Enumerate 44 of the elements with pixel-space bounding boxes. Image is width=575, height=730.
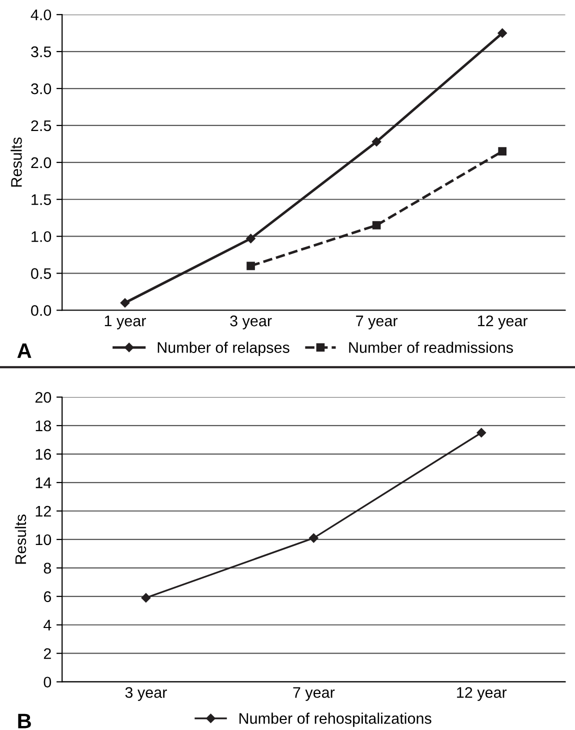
y-tick-label: 18 <box>36 420 52 432</box>
y-tick-label: 10 <box>36 534 52 546</box>
text: A <box>17 344 32 358</box>
y-tick-label: 2.0 <box>31 157 52 168</box>
y-axis-title: Results <box>10 138 22 187</box>
y-tick-label: 1.0 <box>32 231 52 242</box>
text: B <box>18 714 31 728</box>
legend-label: Number of readmissions <box>349 342 513 353</box>
point <box>246 262 255 270</box>
y-tick-label: 1.5 <box>32 194 52 206</box>
point <box>476 428 486 438</box>
y-axis-title: Results <box>14 514 26 564</box>
point <box>372 221 381 230</box>
point <box>372 137 382 146</box>
legend-label: Number of relapses <box>158 342 290 356</box>
y-tick-label: 14 <box>36 478 52 488</box>
point <box>309 533 318 543</box>
point <box>120 298 130 308</box>
y-tick-label: 6 <box>44 591 52 602</box>
x-tick-label: 7 year <box>356 316 398 330</box>
y-tick-label: 2.5 <box>31 120 52 132</box>
x-tick-label: 12 year <box>457 687 507 701</box>
y-tick-label: 12 <box>36 506 51 517</box>
y-tick-label: 4 <box>44 620 52 630</box>
y-tick-label: 16 <box>36 448 52 460</box>
x-tick-label: 7 year <box>293 687 335 701</box>
x-tick-label: 3 year <box>230 316 272 330</box>
point <box>498 147 506 156</box>
point <box>498 28 507 38</box>
y-tick-label: 20 <box>35 392 52 403</box>
legend-label: Number of rehospitalizations <box>240 712 432 727</box>
x-tick-label: 3 year <box>125 687 167 701</box>
y-tick-label: 0 <box>44 676 52 688</box>
x-tick-label: 1 year <box>104 316 146 330</box>
y-tick-label: 3.5 <box>31 46 52 58</box>
point <box>141 593 151 602</box>
y-tick-label: 0.0 <box>31 305 52 316</box>
y-tick-label: 4.0 <box>30 9 52 20</box>
point <box>246 234 256 244</box>
y-tick-label: 8 <box>44 562 52 574</box>
y-tick-label: 0.5 <box>31 268 52 279</box>
x-tick-label: 12 year <box>478 316 528 330</box>
y-tick-label: 2 <box>44 648 51 659</box>
y-tick-label: 3.0 <box>31 83 52 94</box>
